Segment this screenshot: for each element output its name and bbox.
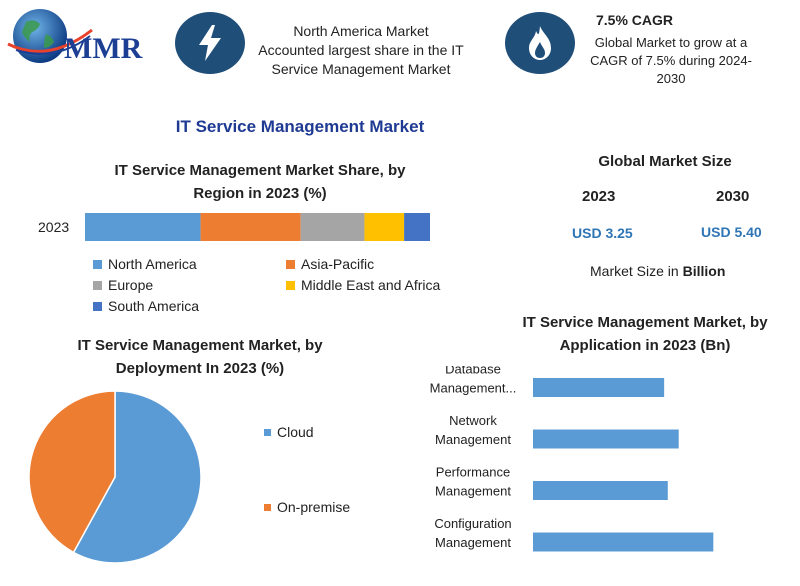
- market-size-title: Global Market Size: [598, 153, 732, 170]
- legend-swatch: [286, 280, 295, 290]
- lightning-bolt-icon: [175, 12, 245, 74]
- deployment-pie-chart: [28, 390, 202, 564]
- legend-swatch: [93, 280, 102, 290]
- chart-title-line: Region in 2023 (%): [193, 185, 327, 202]
- legend-swatch: [286, 259, 295, 269]
- legend-label: North America: [108, 256, 197, 272]
- legend-swatch: [264, 503, 271, 511]
- application-chart-title: IT Service Management Market, by Applica…: [490, 311, 800, 357]
- mmr-logo: MMR: [6, 4, 156, 74]
- application-category-label: Management: [435, 484, 511, 499]
- application-category-label: Performance: [436, 465, 510, 480]
- market-size-note-unit: Billion: [682, 263, 726, 279]
- header-north-america-text: North America Market Accounted largest s…: [240, 22, 482, 79]
- header-line: Accounted largest share in the IT: [258, 42, 464, 58]
- application-bar-0: [533, 378, 665, 397]
- market-size-note-prefix: Market Size in: [590, 263, 683, 279]
- deployment-legend-item: On-premise: [264, 499, 350, 515]
- region-bar-segment-2: [300, 213, 365, 241]
- header-line: Global Market to grow at a: [594, 35, 748, 50]
- region-legend-item: Asia-Pacific: [286, 256, 374, 272]
- application-category-label: Management: [435, 432, 511, 447]
- legend-swatch: [93, 259, 102, 269]
- market-value-2023: USD 3.25: [572, 225, 633, 241]
- chart-title-line: Application in 2023 (Bn): [559, 337, 731, 354]
- market-value-2030: USD 5.40: [701, 224, 762, 240]
- application-category-label: Management...: [430, 381, 517, 396]
- application-category-label: Configuration: [434, 516, 511, 531]
- application-category-label: Network: [449, 413, 497, 428]
- legend-label: Europe: [108, 277, 154, 293]
- region-bar-segment-3: [364, 213, 405, 241]
- deployment-legend-item: Cloud: [264, 424, 314, 440]
- region-bar-segment-0: [85, 213, 201, 241]
- cagr-title: 7.5% CAGR: [596, 12, 674, 28]
- region-chart-title: IT Service Management Market Share, by R…: [60, 159, 460, 205]
- market-size-note: Market Size in Billion: [590, 263, 725, 279]
- application-category-label: Management: [435, 535, 511, 550]
- region-legend-item: North America: [93, 256, 197, 272]
- application-bar-2: [533, 481, 668, 500]
- header-cagr-text: Global Market to grow at a CAGR of 7.5% …: [578, 34, 764, 88]
- legend-label: Asia-Pacific: [301, 256, 375, 272]
- header-line: Service Management Market: [271, 61, 451, 77]
- header-line: 2030: [656, 71, 686, 86]
- market-year-2030: 2030: [716, 188, 750, 205]
- logo-text: MMR: [64, 32, 143, 65]
- chart-title-line: IT Service Management Market, by: [522, 314, 768, 331]
- chart-title-line: IT Service Management Market, by: [77, 337, 323, 354]
- region-bar-segment-1: [200, 213, 301, 241]
- application-bar-3: [533, 532, 714, 552]
- chart-title-line: Deployment In 2023 (%): [115, 360, 285, 377]
- region-stacked-bar: [85, 213, 430, 241]
- market-year-2023: 2023: [582, 188, 616, 205]
- application-category-label: Database: [445, 366, 501, 377]
- application-bar-chart: Database Management... Network Management Pe…: [430, 366, 714, 552]
- header-line: North America Market: [293, 23, 429, 39]
- legend-label: Cloud: [277, 424, 314, 440]
- pie-slice-cloud: [72, 390, 202, 564]
- chart-title-line: IT Service Management Market Share, by: [114, 162, 406, 179]
- flame-icon: [505, 12, 575, 74]
- page-title: IT Service Management Market: [175, 117, 425, 136]
- legend-label: On-premise: [277, 499, 351, 515]
- region-legend-item: Middle East and Africa: [286, 277, 440, 293]
- region-bar-segment-4: [404, 213, 430, 241]
- pie-slice-on-premise: [28, 390, 116, 554]
- application-bar-1: [533, 429, 679, 449]
- region-legend-item: South America: [93, 298, 199, 314]
- legend-swatch: [93, 301, 102, 311]
- globe-icon: [7, 9, 93, 63]
- region-year-label: 2023: [38, 219, 70, 235]
- legend-swatch: [264, 428, 271, 436]
- region-legend-item: Europe: [93, 277, 153, 293]
- legend-label: South America: [108, 298, 200, 314]
- deployment-chart-title: IT Service Management Market, by Deploym…: [30, 334, 370, 380]
- legend-label: Middle East and Africa: [301, 277, 441, 293]
- header-line: CAGR of 7.5% during 2024-: [590, 53, 752, 68]
